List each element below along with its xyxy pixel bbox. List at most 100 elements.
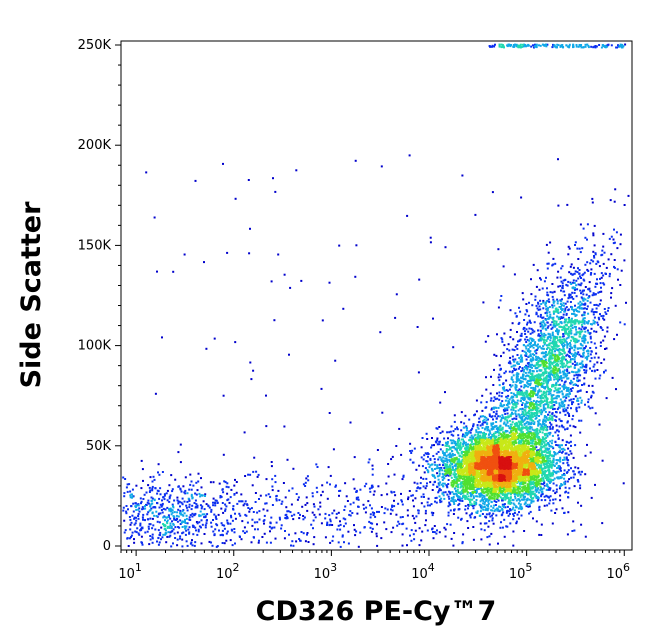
data-point	[221, 542, 224, 544]
data-point	[566, 203, 569, 206]
data-point	[563, 310, 566, 313]
data-point	[161, 536, 164, 539]
data-point	[166, 499, 169, 502]
data-point	[141, 516, 144, 519]
data-point	[571, 306, 574, 309]
data-point	[561, 282, 564, 285]
data-point	[163, 523, 166, 526]
data-point	[578, 321, 581, 323]
data-point	[472, 526, 475, 528]
data-point	[573, 529, 576, 532]
data-point	[517, 493, 520, 496]
data-point	[502, 351, 505, 354]
data-point	[515, 386, 518, 389]
data-point	[509, 361, 511, 364]
data-point	[472, 496, 475, 499]
data-point	[271, 504, 274, 506]
data-point	[523, 530, 526, 532]
data-point	[532, 490, 535, 493]
data-point	[513, 509, 516, 512]
data-point	[377, 485, 380, 488]
data-point	[519, 334, 522, 337]
data-point	[560, 469, 562, 472]
data-point	[480, 504, 483, 507]
data-point	[568, 371, 571, 374]
data-point	[516, 344, 519, 346]
data-point	[580, 302, 583, 305]
data-point	[196, 489, 199, 492]
data-point	[321, 484, 324, 487]
data-point	[596, 369, 599, 371]
data-point	[473, 516, 476, 519]
data-point	[587, 401, 590, 404]
data-point	[560, 379, 563, 382]
data-point	[213, 337, 216, 340]
data-point	[438, 472, 441, 475]
data-point	[567, 350, 570, 353]
data-point	[506, 348, 509, 351]
data-point	[582, 313, 585, 316]
data-point	[580, 419, 583, 422]
data-point	[161, 504, 164, 507]
data-point	[506, 412, 509, 415]
data-point	[418, 487, 421, 490]
data-point	[477, 421, 480, 424]
data-point	[223, 524, 226, 527]
data-point	[587, 352, 590, 355]
data-point	[546, 326, 549, 329]
data-point	[563, 381, 566, 384]
data-point	[542, 393, 545, 396]
data-point	[339, 528, 342, 531]
data-point	[455, 492, 458, 495]
data-point	[518, 306, 520, 309]
data-point	[471, 505, 474, 507]
data-point	[436, 437, 439, 440]
data-point	[349, 510, 352, 513]
data-point	[548, 389, 551, 392]
data-point	[551, 417, 554, 420]
data-point	[601, 329, 604, 331]
data-point	[167, 516, 170, 519]
data-point	[499, 506, 502, 509]
data-point	[511, 412, 514, 415]
data-point	[511, 498, 514, 501]
data-point	[417, 512, 420, 515]
data-point	[415, 489, 418, 492]
data-point	[444, 491, 447, 494]
data-point	[514, 404, 517, 407]
data-point	[524, 345, 527, 348]
data-point	[567, 361, 570, 364]
data-point	[539, 431, 542, 433]
data-point	[493, 45, 496, 48]
data-point	[593, 322, 596, 325]
data-point	[135, 531, 138, 534]
data-point	[551, 434, 554, 437]
data-point	[618, 45, 621, 48]
data-point	[524, 410, 527, 413]
data-point	[529, 482, 532, 485]
data-point	[461, 497, 464, 500]
data-point	[557, 360, 560, 363]
data-point	[581, 340, 584, 342]
data-point	[549, 472, 552, 475]
data-point	[551, 46, 554, 49]
data-point	[601, 522, 604, 525]
data-point	[561, 474, 564, 477]
data-point	[441, 430, 444, 433]
data-point	[367, 461, 370, 464]
data-point	[520, 508, 523, 511]
data-point	[561, 366, 564, 369]
data-point	[371, 473, 374, 476]
data-point	[579, 223, 582, 226]
data-point	[275, 498, 278, 501]
data-point	[137, 513, 140, 515]
data-point	[202, 500, 205, 503]
data-point	[256, 528, 259, 531]
data-point	[515, 499, 518, 502]
data-point	[306, 475, 309, 478]
data-point	[434, 440, 437, 443]
data-point	[425, 432, 428, 435]
data-point	[523, 43, 526, 46]
data-point	[569, 324, 572, 327]
data-point	[317, 508, 320, 511]
